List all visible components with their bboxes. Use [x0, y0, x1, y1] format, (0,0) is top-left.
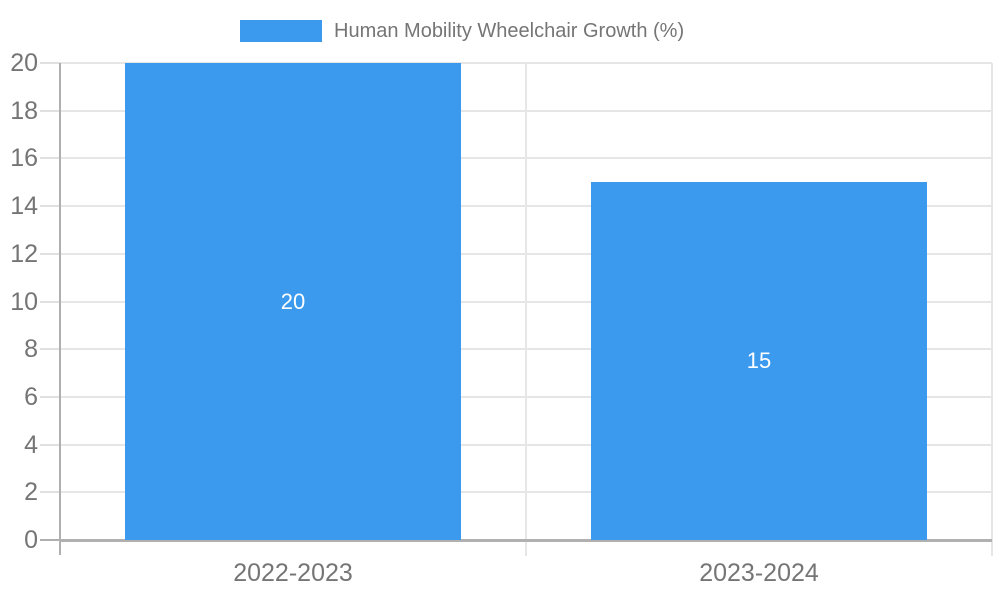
bar-value-label: 15 [746, 348, 772, 373]
y-axis-tick [40, 395, 60, 398]
y-axis-label: 12 [10, 239, 38, 268]
y-axis-label: 8 [24, 335, 38, 364]
x-axis-line [59, 539, 992, 542]
legend: Human Mobility Wheelchair Growth (%) [240, 20, 684, 42]
y-axis-tick [40, 62, 60, 64]
x-axis-label: 2023-2024 [699, 559, 819, 587]
y-axis-tick [40, 491, 60, 494]
category-boundary-line [991, 63, 993, 556]
y-axis-tick [40, 300, 60, 303]
bar [591, 182, 927, 540]
bar-value-label: 20 [280, 289, 306, 314]
y-axis-label: 20 [10, 49, 38, 77]
y-axis-tick [40, 252, 60, 255]
x-axis-label: 2022-2023 [233, 559, 353, 587]
y-axis-tick [40, 539, 60, 541]
bar [125, 63, 461, 540]
y-axis-label: 18 [10, 96, 38, 125]
y-axis-label: 10 [10, 287, 38, 316]
y-axis-tick [40, 205, 60, 208]
y-axis-tick [40, 157, 60, 160]
y-axis-tick [40, 348, 60, 351]
y-axis-tick [40, 109, 60, 112]
category-boundary-line [525, 63, 527, 556]
y-axis-label: 14 [10, 192, 38, 221]
y-axis-label: 2 [24, 478, 38, 507]
y-axis-label: 16 [10, 144, 38, 173]
y-axis-tick [40, 443, 60, 446]
y-axis-label: 0 [24, 526, 38, 554]
y-axis-label: 4 [24, 430, 38, 459]
y-axis-label: 6 [24, 382, 38, 411]
legend-swatch [240, 20, 322, 42]
legend-label: Human Mobility Wheelchair Growth (%) [334, 19, 685, 42]
y-axis-line [59, 63, 61, 555]
